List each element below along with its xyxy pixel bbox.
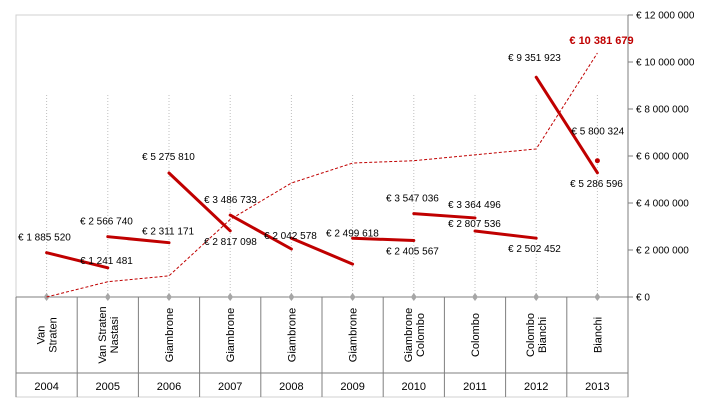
axis-marker (288, 293, 295, 301)
data-label: € 3 486 733 (204, 195, 257, 206)
category-label-group: Bianchi (592, 317, 604, 353)
year-label: 2012 (524, 381, 548, 393)
category-label-group: Colombo Bianchi (525, 313, 549, 357)
axis-marker (594, 293, 601, 301)
category-label: Giambrone (164, 308, 176, 362)
y-tick-label: € 2 000 000 (636, 246, 689, 257)
axis-marker (349, 293, 356, 301)
data-label: € 2 502 452 (508, 244, 561, 255)
value-marker (594, 158, 600, 164)
value-segment (473, 229, 538, 240)
value-segment (351, 236, 416, 242)
data-label: € 3 547 036 (386, 194, 439, 205)
category-label: Bianchi (537, 317, 549, 353)
data-label: € 2 042 578 (264, 231, 317, 242)
category-label: Giambrone (225, 308, 237, 362)
category-label: Straten (48, 317, 60, 352)
segment-series (45, 75, 600, 270)
category-label: Giambrone (403, 308, 415, 362)
category-label: Bianchi (592, 317, 604, 353)
data-label: € 2 807 536 (448, 219, 501, 230)
category-label-group: Colombo (470, 313, 482, 357)
axis-marker (472, 293, 478, 301)
category-label: Colombo (525, 313, 537, 357)
y-tick-label: € 0 (636, 293, 650, 304)
y-tick-label: € 10 000 000 (636, 58, 695, 69)
year-label: 2013 (585, 381, 609, 393)
value-segment (106, 235, 171, 245)
value-segment (228, 213, 293, 251)
axis-marker (104, 293, 111, 301)
data-label: € 5 286 596 (570, 179, 623, 190)
data-label: € 5 275 810 (142, 152, 195, 163)
axis-marker (166, 293, 172, 301)
data-label: € 2 405 567 (386, 246, 439, 257)
category-label: Giambrone (348, 308, 360, 362)
data-label: € 3 364 496 (448, 200, 501, 211)
category-label-group: Van Straten (36, 317, 60, 352)
data-labels: € 10 381 679 € 1 885 520 € 1 241 481 € 2 56… (18, 35, 634, 267)
category-label: Giambrone (286, 308, 298, 362)
data-label: € 2 499 618 (326, 228, 379, 239)
data-label: € 1 241 481 (80, 256, 133, 267)
category-label-group: Giambrone (286, 308, 298, 362)
category-label: Van Straten (97, 306, 109, 363)
y-tick-label: € 4 000 000 (636, 199, 689, 210)
year-label: 2006 (157, 381, 181, 393)
y-tick-label: € 6 000 000 (636, 152, 689, 163)
marker-label: € 5 800 324 (571, 127, 624, 138)
y-tick-label: € 12 000 000 (636, 11, 695, 22)
category-label-group: Giambrone (164, 308, 176, 362)
data-label: € 1 885 520 (18, 233, 71, 244)
data-label: € 9 351 923 (508, 53, 561, 64)
axes: € 0 € 2 000 000 € 4 000 000 € 6 000 000 € 8 … (15, 11, 695, 397)
year-label: 2009 (340, 381, 364, 393)
data-label: € 2 817 098 (204, 237, 257, 248)
value-segment (289, 236, 355, 266)
value-segment (167, 171, 232, 233)
category-label: Van (36, 326, 48, 345)
year-label: 2011 (463, 381, 487, 393)
category-label: Colombo (415, 313, 427, 357)
y-tick-label: € 8 000 000 (636, 105, 689, 116)
category-label-group: Giambrone (225, 308, 237, 362)
value-segment (45, 251, 110, 270)
category-labels: Van Straten Van Straten Nastasi Giambrone Gia… (34, 306, 609, 393)
year-label: 2007 (218, 381, 242, 393)
category-label-group: Van Straten Nastasi (97, 306, 121, 363)
year-label: 2010 (402, 381, 426, 393)
data-label: € 2 311 171 (142, 227, 195, 238)
cumulative-series (46, 52, 598, 298)
category-label-group: Giambrone (348, 308, 360, 362)
data-label: € 2 566 740 (80, 217, 133, 228)
category-label: Colombo (470, 313, 482, 357)
year-label: 2005 (96, 381, 120, 393)
value-segment (534, 75, 599, 175)
value-segment (412, 212, 477, 220)
year-label: 2008 (279, 381, 303, 393)
axis-marker (227, 293, 234, 301)
category-label-group: Giambrone Colombo (403, 308, 427, 362)
cumulative-line (46, 52, 598, 298)
axis-marker (410, 293, 417, 301)
cumulative-total-label: € 10 381 679 (569, 35, 633, 47)
year-label: 2004 (34, 381, 58, 393)
category-label: Nastasi (109, 317, 121, 354)
axis-marker (533, 293, 540, 301)
